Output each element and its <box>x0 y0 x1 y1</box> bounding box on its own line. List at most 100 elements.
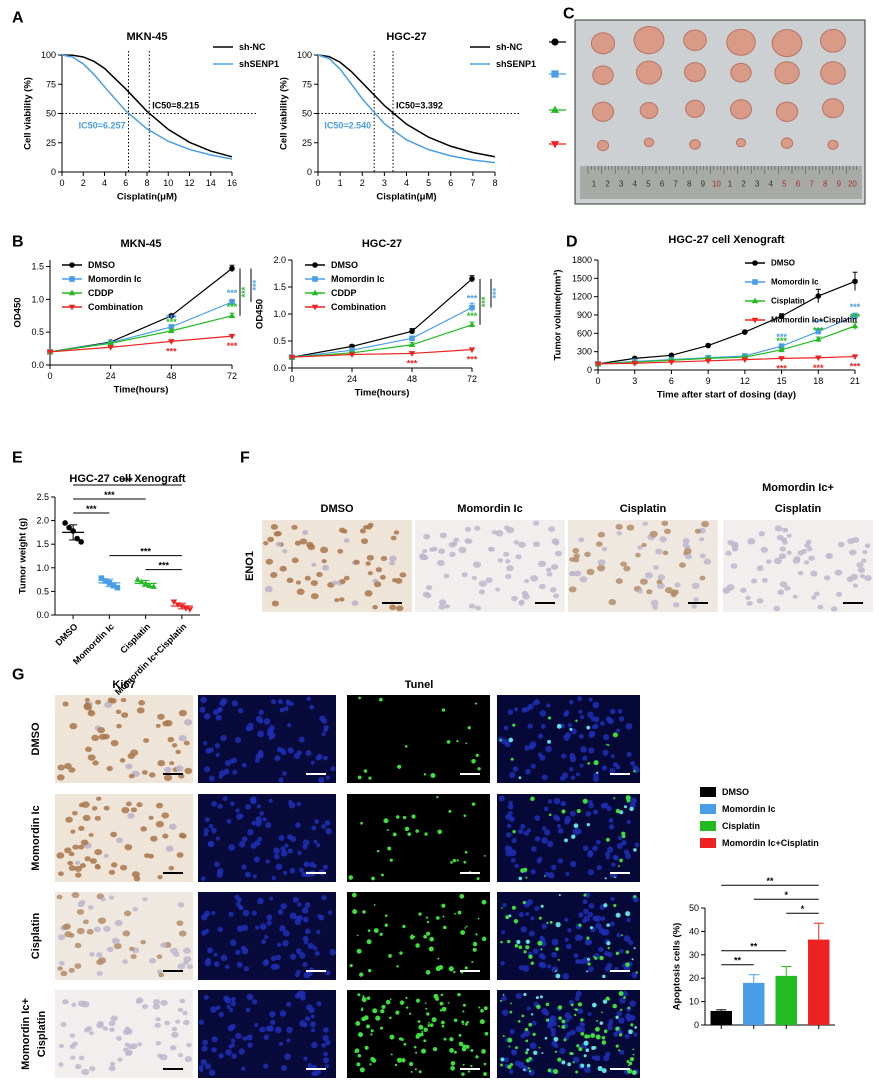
micrograph-background <box>262 520 412 612</box>
apoptotic-cell <box>463 860 467 864</box>
marker <box>107 345 114 351</box>
nucleus <box>471 575 478 581</box>
nucleus <box>108 1020 116 1027</box>
nucleus <box>310 1014 315 1019</box>
nucleus <box>157 760 166 767</box>
nucleus <box>594 1055 601 1062</box>
nucleus <box>136 1042 143 1047</box>
apoptotic-cell <box>595 1026 600 1032</box>
y-tick-label: 75 <box>46 79 56 89</box>
x-axis-label: Cisplatin(μM) <box>376 192 436 203</box>
nucleus <box>200 876 206 881</box>
nucleus <box>158 972 165 978</box>
bracket-label: *** <box>491 287 501 298</box>
nucleus <box>588 800 593 805</box>
nucleus <box>611 862 616 867</box>
nucleus <box>465 527 472 532</box>
nucleus <box>632 765 639 771</box>
nucleus <box>557 858 564 864</box>
apoptotic-cell <box>471 802 476 806</box>
tumor <box>639 102 659 120</box>
nucleus <box>779 546 786 552</box>
apoptotic-cell <box>623 805 628 809</box>
apoptotic-cell <box>456 859 459 862</box>
nucleus <box>305 750 312 757</box>
legend-label: CDDP <box>88 288 114 298</box>
nucleus <box>487 546 494 552</box>
nucleus <box>110 739 119 747</box>
nucleus <box>505 850 512 857</box>
nucleus <box>217 706 223 712</box>
nucleus <box>88 1031 95 1036</box>
nucleus <box>83 702 92 710</box>
nucleus <box>108 895 115 900</box>
nucleus <box>255 925 260 930</box>
nucleus <box>56 852 65 859</box>
nucleus <box>253 856 260 863</box>
nucleus <box>372 604 378 610</box>
nucleus <box>289 701 294 707</box>
nucleus <box>550 564 559 570</box>
nucleus <box>238 841 246 848</box>
nucleus <box>621 839 627 846</box>
nucleus <box>537 752 543 757</box>
apoptotic-cell <box>555 973 561 979</box>
nucleus <box>564 1012 571 1019</box>
apoptotic-cell <box>540 904 544 908</box>
x-tick-label: 16 <box>227 178 237 188</box>
nucleus <box>267 536 275 543</box>
nucleus <box>451 541 458 547</box>
nucleus <box>756 565 764 571</box>
apoptotic-cell <box>499 739 502 742</box>
tumor <box>774 61 800 85</box>
nucleus <box>306 970 313 977</box>
nucleus <box>62 999 69 1005</box>
nucleus <box>275 954 282 961</box>
marker <box>409 328 415 335</box>
apoptotic-cell <box>464 966 468 970</box>
nucleus <box>556 823 561 829</box>
nucleus <box>339 579 346 584</box>
nucleus <box>538 733 544 739</box>
nucleus <box>461 572 468 578</box>
nucleus <box>183 740 190 746</box>
legend-label: sh-NC <box>496 42 523 52</box>
nucleus <box>286 1038 291 1043</box>
nucleus <box>603 734 610 741</box>
apoptotic-cell <box>424 1002 427 1004</box>
nucleus <box>241 864 247 870</box>
apoptotic-cell <box>553 1036 559 1042</box>
nucleus <box>278 777 284 783</box>
apoptotic-cell <box>631 958 634 961</box>
marker <box>852 278 858 285</box>
apoptotic-cell <box>508 914 512 918</box>
nucleus <box>119 758 126 763</box>
apoptotic-cell <box>425 1007 428 1010</box>
nucleus <box>162 833 169 839</box>
apoptotic-cell <box>557 1057 562 1062</box>
nucleus <box>561 753 567 759</box>
apoptotic-cell <box>402 924 406 929</box>
nucleus <box>595 839 601 845</box>
nucleus <box>664 528 671 535</box>
series-line <box>61 54 233 158</box>
nucleus <box>60 1022 67 1027</box>
nucleus <box>257 730 265 738</box>
nucleus <box>569 767 574 772</box>
apoptotic-cell <box>583 1054 587 1058</box>
nucleus <box>617 835 623 841</box>
nucleus <box>76 909 85 915</box>
apoptotic-cell <box>453 1050 457 1054</box>
nucleus <box>95 699 102 705</box>
tumor <box>771 29 803 58</box>
nucleus <box>132 906 139 912</box>
apoptotic-cell <box>423 773 427 776</box>
apoptotic-cell <box>361 1016 366 1022</box>
nucleus <box>390 535 397 541</box>
apoptotic-cell <box>574 1013 577 1017</box>
nucleus <box>528 744 535 750</box>
nucleus <box>136 802 143 808</box>
apoptotic-cell <box>625 795 631 801</box>
apoptotic-cell <box>366 1024 371 1029</box>
